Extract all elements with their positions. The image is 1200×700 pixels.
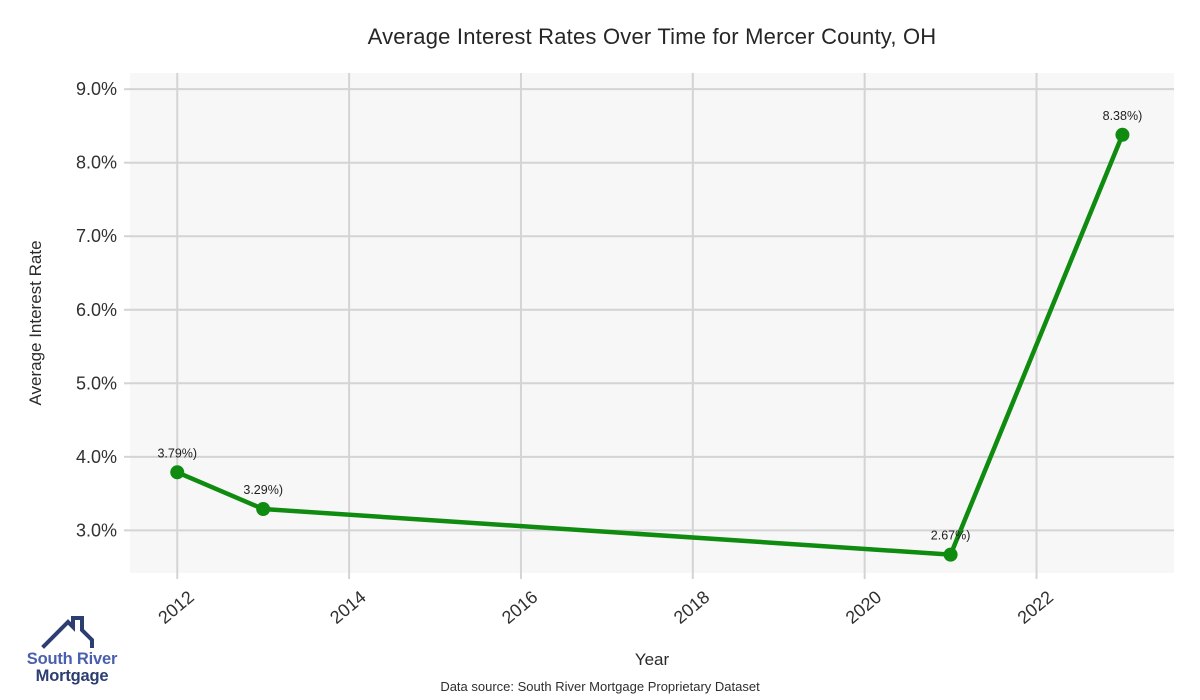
y-tick-label: 3.0% — [76, 520, 117, 540]
y-tick-label: 8.0% — [76, 153, 117, 173]
x-axis-title: Year — [634, 650, 670, 669]
x-tick-label: 2012 — [154, 587, 198, 628]
data-point — [256, 502, 271, 517]
data-point — [943, 547, 958, 562]
x-tick-label: 2020 — [842, 587, 886, 628]
y-tick-label: 9.0% — [76, 79, 117, 99]
data-source-note: Data source: South River Mortgage Propri… — [440, 679, 760, 694]
point-label: 2.67%) — [931, 529, 971, 543]
logo-line2: Mortgage — [35, 666, 109, 685]
logo-line1: South River — [26, 650, 118, 668]
data-point — [1115, 127, 1130, 142]
plot-area — [130, 73, 1174, 573]
x-tick-label: 2014 — [326, 587, 370, 628]
company-logo: South River Mortgage — [16, 615, 128, 684]
point-label: 8.38%) — [1103, 109, 1143, 123]
x-tick-label: 2018 — [670, 587, 714, 628]
house-roof-icon — [41, 616, 94, 649]
series-line — [175, 132, 1125, 557]
chart-title: Average Interest Rates Over Time for Mer… — [367, 24, 937, 49]
y-tick-label: 5.0% — [76, 373, 117, 393]
y-tick-label: 6.0% — [76, 300, 117, 320]
point-label: 3.29%) — [243, 483, 283, 497]
x-tick-label: 2016 — [498, 587, 542, 628]
y-tick-label: 7.0% — [76, 226, 117, 246]
x-tick-label: 2022 — [1014, 587, 1058, 628]
data-point — [170, 465, 185, 480]
y-tick-label: 4.0% — [76, 447, 117, 467]
y-axis-title: Average Interest Rate — [26, 240, 45, 406]
point-label: 3.79%) — [157, 446, 197, 460]
